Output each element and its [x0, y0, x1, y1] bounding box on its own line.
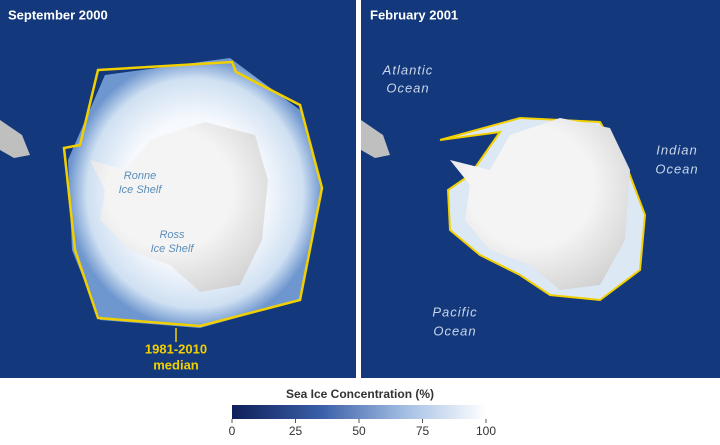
ocean-label: Ocean: [386, 80, 429, 95]
median-label: median: [153, 357, 199, 372]
ocean-label: Atlantic: [382, 62, 434, 77]
antarctica: [90, 122, 268, 292]
colorbar-tick-label: 50: [352, 424, 366, 438]
median-label: 1981-2010: [145, 341, 207, 356]
shelf-label: Ice Shelf: [151, 243, 195, 255]
colorbar: Sea Ice Concentration (%) 0 25 50 75 100: [229, 387, 497, 438]
shelf-label: Ice Shelf: [119, 184, 163, 196]
colorbar-tick-label: 75: [416, 424, 430, 438]
colorbar-tick-label: 25: [289, 424, 303, 438]
colorbar-gradient: [232, 405, 486, 419]
ocean-label: Pacific: [432, 304, 477, 319]
panel-title: February 2001: [370, 7, 458, 22]
colorbar-title: Sea Ice Concentration (%): [286, 387, 434, 401]
panel-title: September 2000: [8, 7, 108, 22]
median-outline: [62, 60, 324, 328]
ocean-label: Indian: [656, 142, 697, 157]
panel-left: September 2000 Ronne Ice Shelf Ross Ice …: [0, 0, 356, 378]
antarctica: [450, 118, 630, 290]
ocean-label: Ocean: [433, 323, 476, 338]
shelf-label: Ronne: [124, 170, 156, 182]
shelf-label: Ross: [159, 229, 185, 241]
colorbar-tick-label: 100: [476, 424, 496, 438]
south-america-tip: [361, 120, 390, 158]
south-america-tip: [0, 120, 30, 158]
colorbar-tick-label: 0: [229, 424, 236, 438]
panel-right: February 2001 Atlantic Ocean Indian Ocea…: [361, 0, 720, 378]
ocean-label: Ocean: [655, 161, 698, 176]
